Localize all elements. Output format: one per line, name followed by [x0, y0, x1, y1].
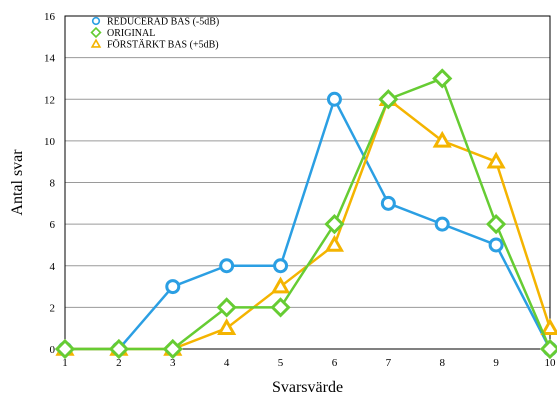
- x-tick-label: 5: [278, 357, 284, 369]
- series-line: [65, 98, 552, 351]
- data-point: [216, 297, 237, 318]
- x-tick-label: 7: [386, 357, 392, 369]
- y-tick-labels: 0 2 4 6 8 10 12 14 16: [44, 11, 56, 356]
- data-point: [326, 91, 342, 107]
- data-point: [162, 338, 183, 360]
- x-tick-label: 4: [224, 357, 230, 369]
- series-line: [65, 77, 552, 351]
- data-point: [380, 195, 396, 211]
- data-point: [539, 338, 557, 360]
- data-point: [324, 234, 345, 252]
- data-point: [273, 258, 289, 274]
- y-tick-label: 8: [50, 178, 56, 190]
- y-tick-label: 16: [44, 11, 56, 23]
- legend-marker: [90, 26, 102, 39]
- y-tick-label: 2: [50, 302, 56, 314]
- data-point: [54, 338, 76, 360]
- legend-label: FÖRSTÄRKT BAS (+5dB): [107, 39, 219, 51]
- x-tick-label: 10: [545, 357, 557, 369]
- y-tick-label: 0: [50, 344, 56, 356]
- x-tick-labels: 1 2 3 4 5 6 7 8 9 10: [62, 357, 556, 369]
- legend-marker: [90, 38, 102, 48]
- data-point: [434, 216, 450, 232]
- data-point: [270, 276, 291, 294]
- y-tick-label: 10: [44, 136, 56, 148]
- data-point: [270, 297, 291, 318]
- data-point: [540, 318, 557, 335]
- data-point: [217, 318, 237, 335]
- y-tick-label: 4: [50, 261, 56, 273]
- data-point: [219, 258, 235, 274]
- x-tick-label: 9: [493, 357, 499, 369]
- legend-marker: [91, 16, 101, 26]
- data-point: [488, 237, 504, 253]
- x-tick-label: 6: [332, 357, 338, 369]
- series-3: [55, 89, 557, 356]
- legend-label: REDUCERAD BAS (-5dB): [107, 17, 219, 28]
- data-point: [324, 214, 345, 235]
- y-tick-label: 12: [44, 94, 55, 106]
- data-point: [432, 130, 452, 148]
- y-axis-title: Antal svar: [9, 149, 26, 216]
- series-2: [54, 68, 557, 360]
- x-tick-label: 3: [170, 357, 176, 369]
- x-axis-title: Svarsvärde: [272, 379, 343, 396]
- y-tick-label: 14: [44, 53, 56, 65]
- x-tick-label: 2: [116, 357, 122, 369]
- series-group: [54, 68, 557, 360]
- data-point: [432, 68, 453, 89]
- x-tick-label: 1: [62, 357, 68, 369]
- plot-area-frame: [64, 15, 551, 350]
- data-point: [108, 338, 130, 360]
- y-tick-label: 6: [50, 219, 56, 231]
- x-tick-label: 8: [439, 357, 445, 369]
- legend-label: ORIGINAL: [107, 28, 155, 39]
- data-point: [485, 214, 507, 235]
- data-point: [378, 89, 399, 110]
- data-point: [486, 151, 506, 169]
- gridlines: [65, 57, 550, 308]
- data-point: [165, 279, 181, 295]
